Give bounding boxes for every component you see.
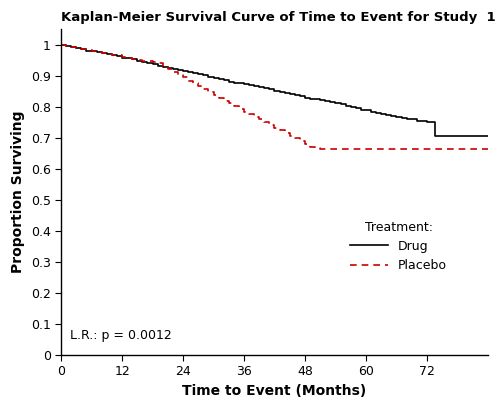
Legend: Drug, Placebo: Drug, Placebo (345, 216, 452, 277)
Text: Kaplan-Meier Survival Curve of Time to Event for Study  1: Kaplan-Meier Survival Curve of Time to E… (61, 11, 496, 24)
Text: L.R.: p = 0.0012: L.R.: p = 0.0012 (70, 329, 171, 342)
Y-axis label: Proportion Surviving: Proportion Surviving (11, 111, 25, 274)
X-axis label: Time to Event (Months): Time to Event (Months) (182, 384, 367, 398)
